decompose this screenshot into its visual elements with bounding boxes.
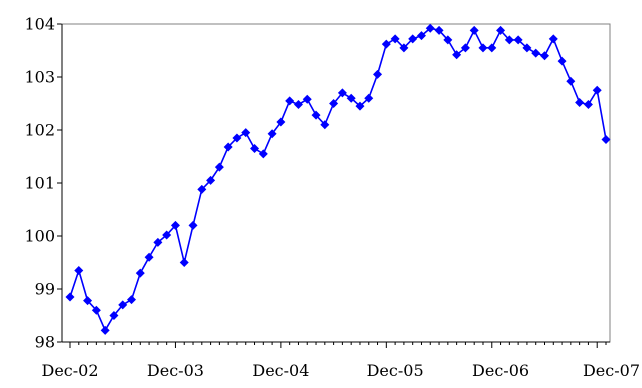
data-point-marker: [109, 311, 119, 320]
data-point-marker: [592, 85, 602, 95]
y-axis-tick-labels: 98 99 100 101 102 103 104: [24, 15, 55, 352]
data-point-marker: [241, 128, 251, 138]
series-line: [69, 27, 607, 333]
data-point-marker: [267, 129, 277, 139]
y-tick-label: 104: [24, 15, 55, 34]
data-point-marker: [65, 292, 75, 302]
data-point-marker: [223, 142, 233, 152]
data-point-marker: [293, 100, 303, 110]
data-point-marker: [381, 39, 391, 49]
data-point-marker: [601, 135, 611, 145]
data-point-marker: [566, 76, 576, 86]
x-axis-tick-labels: Dec-02 Dec-03 Dec-04 Dec-05 Dec-06 Dec-07: [41, 361, 640, 380]
data-point-marker: [434, 25, 444, 35]
data-point-marker: [408, 34, 418, 44]
data-point-marker: [329, 99, 339, 108]
data-point-marker: [539, 51, 549, 61]
data-point-marker: [373, 69, 383, 79]
data-point-marker: [258, 149, 268, 159]
series-markers: [65, 23, 611, 335]
y-tick-label: 99: [35, 280, 55, 299]
data-point-marker: [197, 184, 207, 194]
data-point-marker: [162, 230, 172, 240]
data-point-marker: [469, 25, 479, 35]
data-point-marker: [390, 34, 400, 44]
data-point-marker: [302, 94, 312, 104]
data-point-marker: [548, 34, 558, 44]
data-point-marker: [311, 110, 321, 120]
data-point-marker: [320, 120, 330, 130]
data-point-marker: [513, 35, 523, 45]
data-point-marker: [153, 237, 163, 247]
data-point-marker: [522, 43, 532, 53]
x-tick-label: Dec-06: [472, 361, 529, 380]
data-point-marker: [478, 43, 488, 53]
data-point-marker: [346, 93, 356, 103]
data-point-marker: [276, 117, 286, 127]
data-point-marker: [496, 25, 506, 35]
y-tick-label: 102: [24, 121, 55, 140]
data-point-marker: [179, 258, 189, 267]
data-point-marker: [531, 48, 541, 58]
data-point-marker: [452, 50, 462, 60]
data-point-marker: [487, 43, 497, 53]
data-point-marker: [443, 35, 453, 45]
data-point-marker: [232, 133, 242, 143]
data-point-marker: [127, 295, 137, 305]
data-point-marker: [100, 325, 110, 335]
data-point-marker: [364, 93, 374, 103]
data-point-marker: [285, 96, 295, 106]
data-point-marker: [460, 43, 470, 53]
data-point-marker: [557, 56, 567, 66]
plot-area-frame: [61, 23, 611, 343]
y-tick-label: 103: [24, 68, 55, 87]
data-point-marker: [416, 31, 426, 41]
data-point-marker: [575, 97, 585, 107]
x-axis-tick-marks: [69, 342, 607, 348]
data-point-marker: [118, 300, 128, 310]
x-tick-label: Dec-05: [367, 361, 424, 380]
y-axis-tick-marks: [57, 23, 62, 343]
x-tick-label: Dec-04: [252, 361, 309, 380]
data-point-marker: [170, 220, 180, 230]
data-point-marker: [214, 162, 224, 172]
data-point-marker: [504, 35, 514, 45]
data-point-marker: [425, 23, 435, 33]
data-point-marker: [399, 43, 409, 53]
x-tick-label: Dec-07: [583, 361, 640, 380]
data-point-marker: [583, 100, 593, 110]
data-point-marker: [91, 305, 101, 315]
data-point-marker: [74, 265, 84, 275]
x-tick-label: Dec-03: [147, 361, 204, 380]
y-tick-label: 98: [35, 333, 55, 352]
data-point-marker: [144, 252, 154, 262]
data-point-marker: [355, 101, 365, 111]
data-point-marker: [250, 144, 260, 154]
y-tick-label: 101: [24, 174, 55, 193]
data-point-marker: [206, 175, 216, 185]
data-point-marker: [188, 220, 198, 230]
data-point-marker: [135, 268, 145, 278]
data-point-marker: [83, 296, 93, 306]
data-point-marker: [337, 88, 347, 98]
x-tick-label: Dec-02: [41, 361, 98, 380]
y-tick-label: 100: [24, 227, 55, 246]
